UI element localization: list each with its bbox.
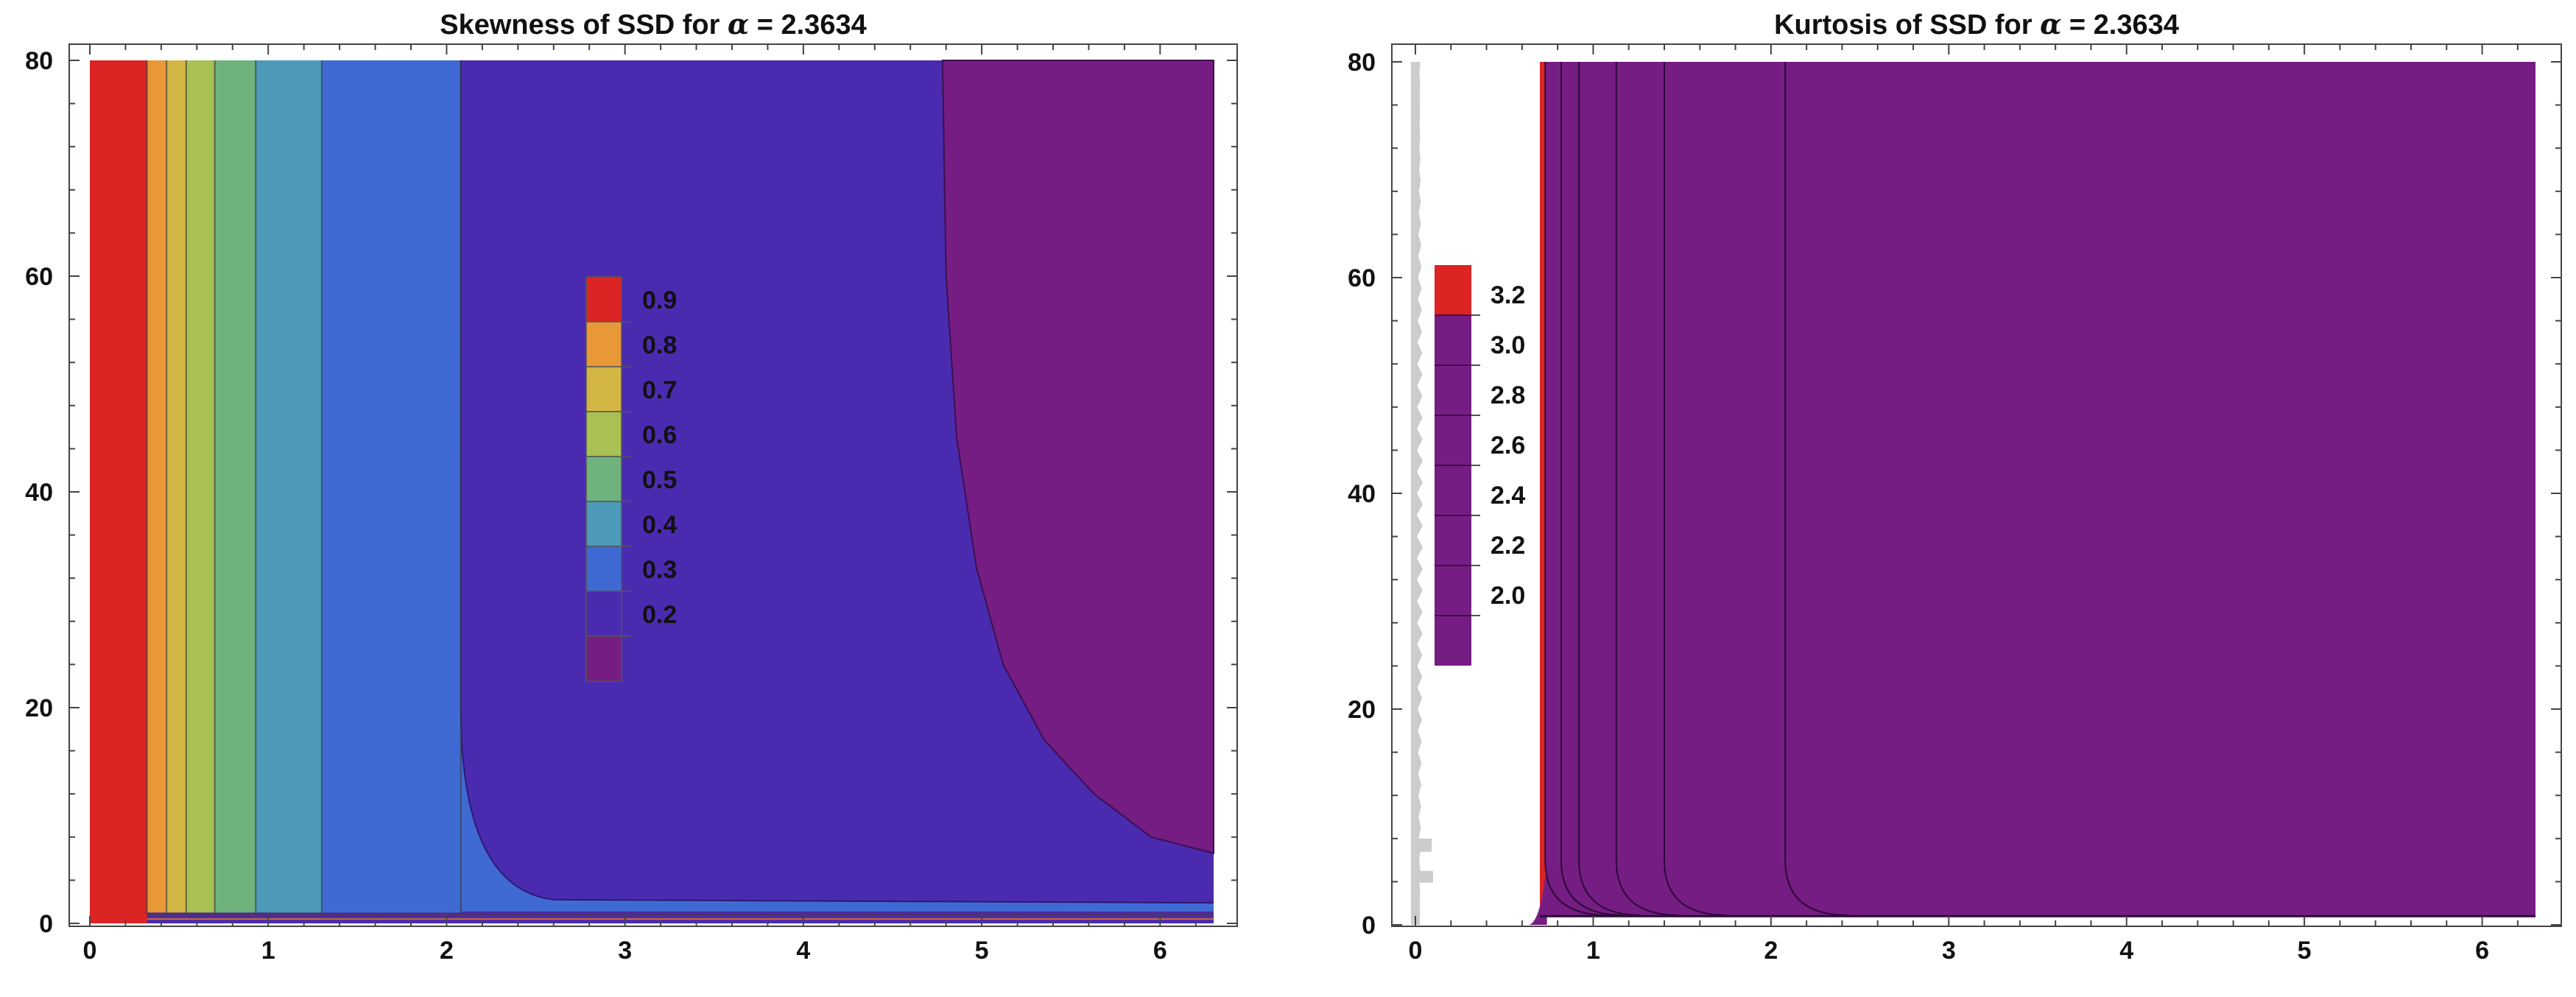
- legend-swatch: [1435, 515, 1471, 566]
- legend: 3.2 3.0 2.8 2.6 2.4 2.2 2.0: [1435, 265, 1525, 666]
- contour-line: [1578, 62, 1641, 916]
- empty-edge-speckle-patch: [1418, 838, 1432, 852]
- legend-swatch: [585, 635, 622, 682]
- contour-region-top-right: [941, 60, 1214, 855]
- legend-label: 0.3: [642, 556, 677, 584]
- y-tick-label: 20: [1348, 696, 1376, 724]
- x-tick-label: 2: [440, 937, 454, 965]
- y-tick-label: 0: [39, 910, 53, 938]
- x-tick-label: 0: [1409, 937, 1423, 965]
- contour-band: [321, 60, 461, 923]
- legend-swatch: [1435, 415, 1471, 465]
- legend-label: 0.4: [642, 511, 677, 539]
- contour-band: [166, 60, 186, 923]
- contour-line: [1615, 62, 1679, 916]
- chart-title-suffix: = 2.3634: [2061, 10, 2179, 40]
- contour-line: [1544, 62, 1608, 916]
- contour-line-0.3: [460, 60, 1214, 904]
- chart-title: Kurtosis of SSD for α = 2.3634: [1774, 7, 2179, 40]
- x-tick-label: 1: [1586, 937, 1600, 965]
- y-tick-label: 80: [25, 47, 53, 75]
- contour-band: [256, 60, 322, 923]
- contour-line: [1560, 62, 1624, 916]
- legend-label: 0.9: [642, 286, 677, 314]
- plot-frame: [1391, 43, 2562, 927]
- legend-swatch: [585, 591, 622, 637]
- legend-swatch: [1435, 616, 1471, 666]
- contour-band: [90, 60, 147, 923]
- legend-swatch: [585, 546, 622, 592]
- legend-label: 2.8: [1491, 381, 1525, 409]
- y-tick-label: 80: [1348, 49, 1376, 77]
- legend-swatch: [1435, 265, 1471, 315]
- chart-title-symbol: α: [728, 7, 749, 40]
- skewness-chart-panel: Skewness of SSD for α = 2.3634 0 1 2 3 4 5 6 0 20…: [0, 0, 1252, 997]
- x-tick-label: 4: [2119, 937, 2133, 965]
- kurtosis-chart-panel: Kurtosis of SSD for α = 2.3634 0 1 2 3 4 5 6 0 20…: [1296, 0, 2576, 997]
- empty-edge-speckle: [1411, 62, 1423, 925]
- legend-swatch: [1435, 566, 1471, 616]
- legend-swatch: [585, 366, 622, 412]
- empty-edge-speckle-patch: [1417, 870, 1433, 883]
- x-tick-label: 5: [975, 937, 989, 965]
- legend-swatch: [585, 321, 622, 367]
- contour-red-edge: [1540, 62, 1546, 925]
- legend-label: 0.6: [642, 421, 677, 449]
- legend-label: 2.4: [1491, 482, 1525, 510]
- y-tick-label: 20: [25, 694, 53, 722]
- x-tick-label: 6: [1153, 937, 1167, 965]
- y-tick-label: 40: [25, 479, 53, 507]
- legend-label: 0.5: [642, 466, 677, 494]
- y-tick-label: 40: [1348, 480, 1376, 508]
- x-tick-label: 3: [618, 937, 632, 965]
- chart-title-prefix: Skewness of SSD for: [440, 10, 728, 40]
- legend-swatch: [585, 411, 622, 457]
- contour-main-fill: [1545, 62, 2535, 917]
- legend-label: 0.7: [642, 376, 677, 404]
- legend-swatch: [585, 456, 622, 502]
- y-tick-label: 60: [1348, 264, 1376, 292]
- contour-bottom-strip: [147, 912, 1214, 923]
- x-tick-label: 1: [261, 937, 275, 965]
- contour-fills: [1411, 62, 2535, 925]
- y-tick-label: 0: [1362, 912, 1376, 940]
- y-tick-label: 60: [25, 263, 53, 291]
- chart-title-suffix: = 2.3634: [749, 10, 867, 40]
- legend-swatch: [1435, 465, 1471, 515]
- legend-label: 2.2: [1491, 532, 1525, 560]
- chart-title: Skewness of SSD for α = 2.3634: [440, 7, 866, 40]
- chart-title-symbol: α: [2040, 7, 2061, 40]
- chart-title-prefix: Kurtosis of SSD for: [1774, 10, 2040, 40]
- x-tick-label: 2: [1764, 937, 1778, 965]
- x-tick-label: 6: [2475, 937, 2489, 965]
- contour-line: [1664, 62, 1727, 916]
- legend: 0.9 0.8 0.7 0.6 0.5 0.4 0.3 0.2: [585, 276, 677, 682]
- legend-label: 2.6: [1491, 431, 1525, 459]
- contour-band: [214, 60, 256, 923]
- legend-swatch: [585, 501, 622, 547]
- legend-label: 3.0: [1491, 331, 1525, 359]
- x-tick-label: 4: [796, 937, 810, 965]
- x-tick-label: 5: [2298, 937, 2312, 965]
- contour-band: [186, 60, 215, 923]
- x-tick-label: 0: [83, 937, 97, 965]
- contour-band: [147, 60, 167, 923]
- legend-label: 2.0: [1491, 582, 1525, 610]
- legend-swatch: [1435, 365, 1471, 415]
- contour-line: [1784, 62, 1848, 916]
- legend-label: 0.8: [642, 331, 677, 359]
- legend-label: 0.2: [642, 601, 677, 629]
- legend-swatch: [1435, 315, 1471, 365]
- legend-swatch: [585, 276, 622, 323]
- contour-corner-fill: [1529, 860, 1547, 925]
- legend-label: 3.2: [1491, 281, 1525, 309]
- plot-frame: [68, 43, 1238, 927]
- x-tick-label: 3: [1942, 937, 1956, 965]
